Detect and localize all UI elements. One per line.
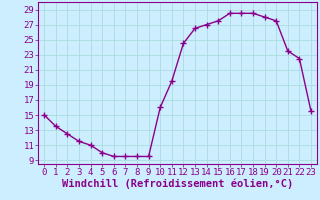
X-axis label: Windchill (Refroidissement éolien,°C): Windchill (Refroidissement éolien,°C) <box>62 179 293 189</box>
